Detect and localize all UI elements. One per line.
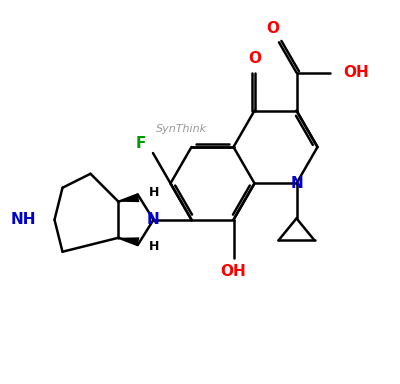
Text: N: N (290, 176, 303, 191)
Polygon shape (118, 193, 139, 202)
Text: N: N (147, 212, 160, 227)
Text: O: O (266, 21, 280, 36)
Text: H: H (148, 186, 159, 199)
Text: SynThink: SynThink (156, 124, 208, 134)
Text: NH: NH (11, 212, 36, 227)
Text: H: H (148, 240, 159, 253)
Text: OH: OH (221, 264, 246, 279)
Text: F: F (136, 136, 146, 151)
Text: OH: OH (344, 65, 369, 80)
Polygon shape (118, 237, 139, 246)
Text: O: O (248, 51, 261, 66)
